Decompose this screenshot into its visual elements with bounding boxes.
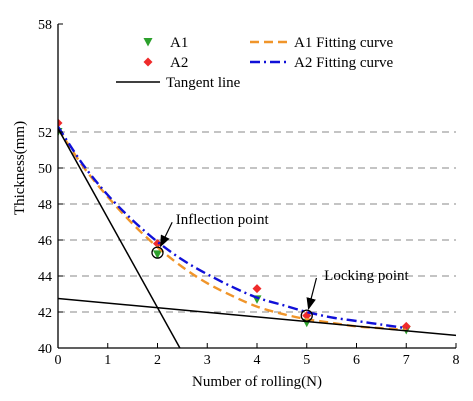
y-tick-label-58: 58 <box>38 18 52 33</box>
annotation-label-1: Locking point <box>324 268 409 284</box>
legend-label-tangent-line: Tangent line <box>166 75 241 91</box>
annotation-arrow-0 <box>160 221 173 248</box>
legend-label-a1: A1 <box>170 35 188 51</box>
series-line-reference-line-5 <box>58 297 456 337</box>
y-tick-label-44: 44 <box>38 270 52 285</box>
marker-a2-0 <box>58 118 63 128</box>
axes: 0 1 2 3 4 5 6 7 8 40 42 44 46 48 50 52 58 <box>38 18 460 368</box>
x-tick-label-6: 6 <box>353 353 360 368</box>
y-axis-label: Thickness(mm) <box>12 121 28 215</box>
legend-symbol-a2 <box>143 57 153 67</box>
y-tick-label-40: 40 <box>38 342 52 357</box>
series-line-a1-fitting-curve-2 <box>58 127 407 332</box>
x-tick-label-7: 7 <box>403 353 410 368</box>
annotation-layer: Inflection point Locking point <box>151 212 410 322</box>
y-tick-label-42: 42 <box>38 306 52 321</box>
series-line-a2-fitting-curve-3 <box>58 125 407 330</box>
marker-a2-1 <box>153 239 162 249</box>
grid-lines <box>58 131 456 313</box>
x-tick-label-5: 5 <box>303 353 310 368</box>
x-tick-label-1: 1 <box>104 353 111 368</box>
legend-label-a2-fitting-curve: A2 Fitting curve <box>294 55 393 71</box>
y-tick-label-46: 46 <box>38 234 52 249</box>
series-line-tangent-line-4 <box>58 128 181 348</box>
legend: A1 A2 A1 Fitting curve A2 Fitting curve Tang… <box>116 35 393 91</box>
x-tick-label-2: 2 <box>154 353 161 368</box>
y-tick-label-48: 48 <box>38 198 52 213</box>
annotation-circle-1 <box>300 309 313 322</box>
legend-symbol-a1 <box>143 38 153 47</box>
y-tick-label-50: 50 <box>38 162 52 177</box>
y-tick-label-52: 52 <box>38 126 52 141</box>
series-layer <box>58 118 456 348</box>
x-tick-label-8: 8 <box>453 353 460 368</box>
x-tick-label-0: 0 <box>55 353 62 368</box>
marker-a1-1 <box>153 250 162 259</box>
x-axis-label: Number of rolling(N) <box>192 374 322 390</box>
legend-label-a2: A2 <box>170 55 188 71</box>
legend-label-a1-fitting-curve: A1 Fitting curve <box>294 35 393 51</box>
annotation-arrow-1 <box>306 277 318 310</box>
annotation-circle-0 <box>151 246 164 259</box>
x-tick-label-3: 3 <box>204 353 211 368</box>
marker-a2-2 <box>252 284 262 294</box>
annotation-label-0: Inflection point <box>176 212 270 228</box>
x-tick-label-4: 4 <box>254 353 261 368</box>
